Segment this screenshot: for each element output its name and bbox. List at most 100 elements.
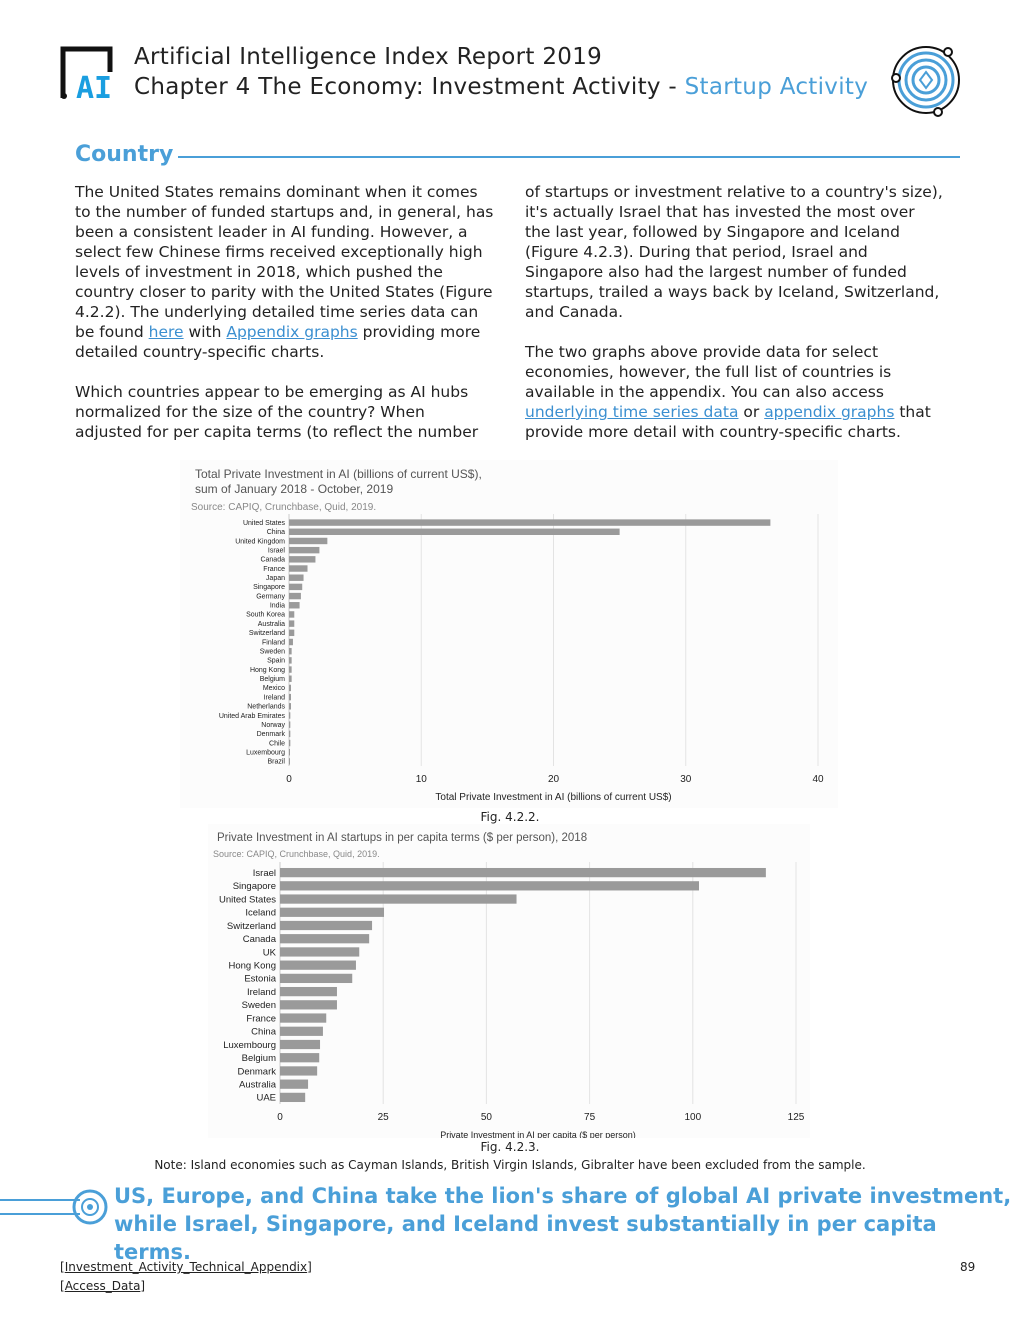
x-tick-label: 0 (286, 774, 292, 785)
bar (289, 712, 291, 719)
y-category-label: Sweden (260, 648, 285, 655)
y-category-label: Luxembourg (223, 1040, 276, 1051)
y-category-label: Spain (267, 658, 285, 665)
y-category-label: United Kingdom (235, 538, 285, 545)
y-category-label: Australia (258, 621, 285, 628)
y-category-label: Belgium (242, 1053, 276, 1064)
bar (280, 986, 337, 997)
bar (280, 907, 385, 917)
section-link[interactable]: Startup Activity (684, 74, 869, 100)
bar (280, 1092, 306, 1103)
bar (289, 730, 291, 738)
time-series-data-link[interactable]: underlying time series data (525, 403, 739, 421)
y-category-label: Hong Kong (250, 667, 285, 674)
y-category-label: Ireland (264, 694, 286, 701)
bar (289, 546, 320, 554)
bar (289, 693, 291, 701)
x-axis-label: Private Investment in AI per capita ($ p… (440, 1130, 636, 1138)
bar (280, 1066, 318, 1076)
x-tick-label: 75 (584, 1112, 596, 1123)
y-category-label: United Arab Emirates (219, 713, 286, 720)
y-category-label: China (267, 529, 285, 536)
bar (289, 556, 316, 563)
x-tick-label: 30 (680, 774, 692, 785)
bar (289, 537, 328, 545)
footer-link-wrapper: [Investment_Activity_Technical_Appendix] (60, 1260, 312, 1274)
y-category-label: Chile (269, 740, 285, 747)
bar (289, 749, 290, 756)
x-tick-label: 10 (416, 774, 428, 785)
bar (289, 620, 295, 627)
y-category-label: France (263, 566, 285, 573)
appendix-graphs-link[interactable]: appendix graphs (764, 403, 895, 421)
bar (289, 583, 303, 591)
y-category-label: Singapore (233, 881, 276, 892)
figure-caption: Fig. 4.2.2. (480, 810, 540, 824)
bar (289, 638, 293, 646)
y-category-label: Belgium (260, 676, 285, 683)
chart-source: Source: CAPIQ, Crunchbase, Quid, 2019. (213, 849, 380, 859)
y-category-label: China (251, 1027, 277, 1038)
bar (289, 592, 301, 600)
bar (280, 1000, 337, 1010)
access-data-link[interactable]: Access_Data (64, 1279, 141, 1293)
x-axis-label: Total Private Investment in AI (billions… (435, 792, 671, 803)
bar (289, 602, 300, 609)
y-category-label: Netherlands (247, 704, 285, 711)
technical-appendix-link[interactable]: Investment_Activity_Technical_Appendix (64, 1260, 308, 1274)
y-category-label: Canada (260, 557, 285, 564)
y-category-label: Germany (256, 593, 285, 600)
x-tick-label: 40 (812, 774, 824, 785)
y-category-label: Hong Kong (228, 960, 276, 971)
bar (289, 758, 290, 765)
bar (289, 721, 291, 728)
y-category-label: Switzerland (249, 630, 285, 637)
takeaway-icon (0, 1189, 108, 1225)
key-takeaway: US, Europe, and China take the lion's sh… (114, 1182, 1020, 1266)
chart-source: Source: CAPIQ, Crunchbase, Quid, 2019. (191, 502, 376, 513)
chapter-title: Chapter 4 The Economy: Investment Activi… (134, 74, 868, 100)
page-number: 89 (960, 1260, 976, 1274)
footer-link-wrapper: [Access_Data] (60, 1279, 146, 1293)
chart-title: Total Private Investment in AI (billions… (195, 467, 482, 481)
bar (289, 629, 295, 637)
y-category-label: Israel (253, 868, 276, 879)
bar (280, 947, 360, 957)
bar (289, 611, 295, 618)
x-tick-label: 100 (684, 1112, 701, 1123)
takeaway-line: while Israel, Singapore, and Iceland inv… (114, 1212, 937, 1264)
y-category-label: Denmark (237, 1066, 276, 1077)
text: with (183, 323, 227, 341)
x-tick-label: 125 (788, 1112, 805, 1123)
bar (289, 647, 292, 655)
bar (289, 739, 291, 747)
here-link[interactable]: here (148, 323, 184, 341)
body-right-column: of startups or investment relative to a … (525, 182, 945, 462)
y-category-label: Singapore (253, 584, 285, 591)
appendix-graphs-link[interactable]: Appendix graphs (226, 323, 358, 341)
paragraph: The two graphs above provide data for se… (525, 342, 945, 442)
section-divider (178, 156, 960, 158)
y-category-label: Australia (239, 1079, 277, 1090)
chart-total-investment: Total Private Investment in AI (billions… (180, 460, 838, 808)
y-category-label: UAE (256, 1093, 276, 1104)
y-category-label: South Korea (246, 612, 285, 619)
y-category-label: Iceland (245, 908, 276, 919)
chapter-emblem-icon (891, 46, 960, 117)
bar (280, 973, 353, 984)
y-category-label: Israel (268, 547, 286, 554)
bar (280, 934, 370, 944)
bar (280, 1053, 320, 1063)
bar (289, 528, 620, 535)
chapter-text: Chapter 4 The Economy: Investment Activi… (134, 74, 685, 100)
bar (289, 666, 292, 673)
y-category-label: Mexico (263, 685, 285, 692)
text: providing more detailed country-specific… (75, 323, 481, 361)
text: The two graphs above provide data for se… (525, 343, 892, 401)
y-category-label: Switzerland (227, 921, 276, 932)
bar (289, 657, 292, 664)
bar (280, 867, 766, 878)
x-tick-label: 20 (548, 774, 560, 785)
y-category-label: Estonia (244, 974, 276, 985)
section-heading: Country (75, 142, 174, 167)
